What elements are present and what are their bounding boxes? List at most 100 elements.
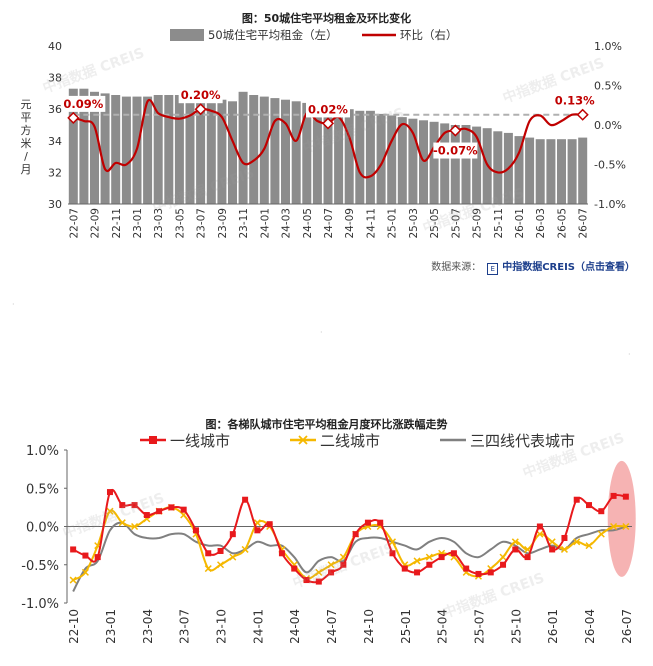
rent-bar: [68, 88, 78, 204]
x-tick-label: 23-07: [178, 609, 192, 644]
series-marker-square: [500, 561, 507, 568]
series-marker-x: [229, 553, 237, 561]
y-tick-label: 0.5%: [26, 482, 59, 497]
scan-artifact: ·: [12, 300, 15, 309]
rent-bar: [525, 137, 535, 204]
series-marker-square: [414, 569, 421, 576]
annotation-bg: [306, 101, 350, 118]
tier-chart-svg: -1.0% -0.5% 0.0% 0.5% 1.0% 22-10 23-01 23-04 23-…: [21, 432, 636, 644]
rent-bar: [143, 96, 153, 204]
series-marker-x: [499, 553, 507, 561]
rent-bar: [365, 110, 375, 204]
rent-bar: [472, 126, 482, 204]
series-marker-x: [536, 530, 544, 538]
legend-marker-x: [298, 435, 308, 445]
y-tick-label: 0.0%: [26, 521, 59, 536]
series-marker-x: [511, 538, 519, 546]
y-axis-label-char: 元: [21, 98, 32, 111]
series-marker-square: [586, 502, 593, 509]
series-marker-x: [106, 507, 114, 515]
rent-bar: [206, 98, 216, 204]
x-tick-label: 25-09: [472, 208, 484, 239]
series-marker-x: [118, 519, 126, 527]
series-marker-square: [364, 519, 371, 526]
annotation-label: 0.13%: [555, 94, 595, 108]
y-tick-label: -0.5%: [21, 559, 59, 574]
rent-bar: [217, 99, 227, 204]
rent-bar: [450, 125, 460, 204]
rent-bar: [578, 137, 588, 204]
series-marker-square: [82, 552, 89, 559]
data-source[interactable]: 数据来源： E 中指数据CREIS（点击查看）: [431, 258, 635, 275]
series-marker-square: [242, 496, 249, 503]
series-marker-square: [266, 521, 273, 528]
series-marker-square: [315, 578, 322, 585]
legend-label: 二线城市: [320, 432, 380, 450]
x-tick-label: 25-05: [429, 208, 441, 239]
series-marker-square: [156, 508, 163, 515]
series-marker-square: [229, 531, 236, 538]
series-marker-square: [119, 502, 126, 509]
series-marker-square: [377, 519, 384, 526]
x-tick-label: 24-01: [259, 208, 271, 239]
x-tick-label: 24-04: [288, 609, 302, 644]
rent-bar: [291, 101, 301, 204]
series-marker-square: [303, 577, 310, 584]
legend-swatch-bar: [170, 29, 204, 41]
legend-label: 一线城市: [170, 432, 230, 450]
annotation-marker: [449, 124, 462, 137]
x-tick-label: 24-03: [281, 208, 293, 239]
series-marker-square: [536, 523, 543, 530]
series-marker-square: [450, 550, 457, 557]
legend-marker-square: [149, 436, 157, 444]
series-marker-x: [315, 568, 323, 576]
x-tick-label: 22-11: [111, 208, 123, 239]
rent-bar: [90, 91, 99, 204]
series-marker-square: [217, 547, 224, 554]
x-tick-label: 24-11: [365, 208, 377, 239]
series-marker-square: [168, 504, 175, 511]
rent-bar: [238, 91, 248, 204]
x-tick-label: 25-07: [472, 609, 486, 644]
x-tick-label: 22-10: [67, 609, 81, 644]
series-marker-square: [143, 512, 150, 519]
series-marker-x: [597, 530, 605, 538]
rent-bar: [111, 95, 121, 204]
rent-bar-line-chart-panel: 30 32 34 36 38 40 -1.0% -0.5% 0.0% 0.5% 1.0% 元平方米 / 月…: [0, 0, 653, 282]
series-marker-square: [131, 502, 138, 509]
x-tick-label: 26-01: [514, 208, 526, 239]
y2-tick-label: -1.0%: [594, 198, 626, 211]
rent-bar: [461, 125, 471, 204]
series-marker-square: [278, 550, 285, 557]
series-marker-x: [425, 553, 433, 561]
x-tick-label: 24-05: [302, 208, 314, 239]
annotation-marker: [576, 108, 589, 121]
creis-link[interactable]: 中指数据CREIS（点击查看）: [502, 262, 635, 273]
y-tick-label: 40: [48, 40, 62, 53]
highlight-ellipse: [607, 460, 636, 577]
series-marker-x: [610, 522, 618, 531]
y-tick-label: 1.0%: [26, 444, 59, 459]
rent-bar: [535, 139, 545, 204]
series-marker-x: [241, 545, 249, 553]
x-tick-label: 23-04: [141, 609, 155, 644]
series-marker-square: [549, 546, 556, 553]
series-marker-square: [438, 554, 445, 561]
series-marker-x: [327, 561, 335, 569]
y-tick-label: 36: [48, 103, 62, 116]
rent-bar: [185, 96, 195, 204]
annotation-marker: [194, 103, 207, 116]
series-marker-square: [463, 565, 470, 572]
series-marker-square: [205, 550, 212, 557]
x-tick-label: 23-11: [238, 208, 250, 239]
series-marker-square: [328, 569, 335, 576]
rent-bar: [196, 96, 206, 204]
series-marker-square: [192, 527, 199, 534]
rent-bar: [514, 136, 524, 204]
series-marker-square: [426, 561, 433, 568]
y-axis-label-char: 方: [21, 123, 32, 137]
x-tick-label: 25-11: [493, 208, 505, 239]
series-marker-x: [131, 522, 139, 531]
y2-tick-label: 1.0%: [594, 40, 622, 53]
series-marker-square: [622, 493, 629, 500]
